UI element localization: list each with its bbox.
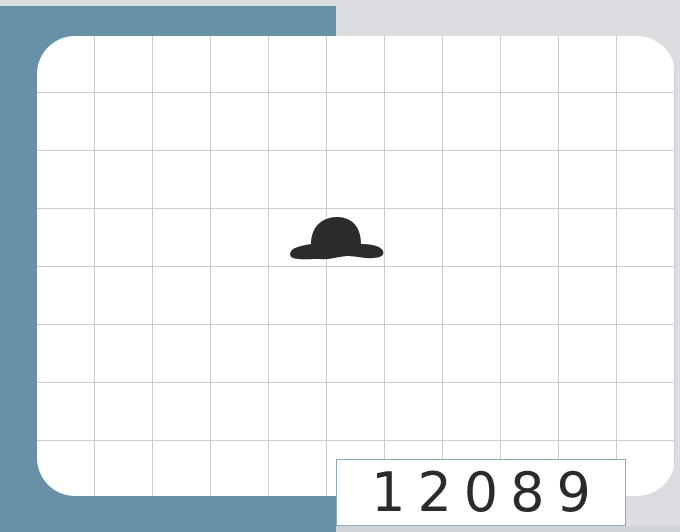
score-display: 12089 — [336, 459, 626, 526]
bottom-strip — [0, 526, 680, 532]
game-board[interactable] — [37, 36, 675, 496]
bowler-hat-icon — [290, 217, 384, 260]
score-value: 12089 — [371, 460, 603, 524]
